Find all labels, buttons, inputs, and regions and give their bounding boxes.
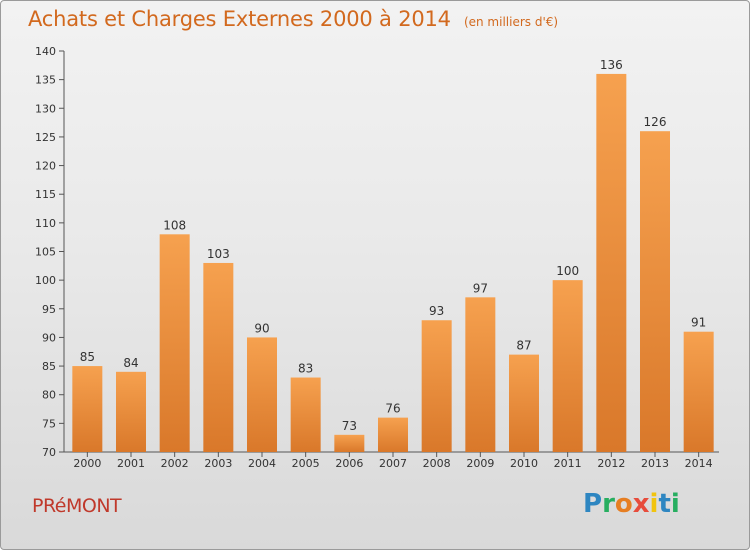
bar [683, 331, 714, 452]
bar [203, 262, 234, 452]
logo-letter: x [632, 489, 650, 519]
logo-letter: t [658, 489, 671, 519]
chart-title: Achats et Charges Externes 2000 à 2014 (… [28, 7, 558, 31]
x-tick-label: 2003 [204, 457, 232, 470]
x-tick-label: 2006 [335, 457, 363, 470]
bar [596, 73, 627, 453]
bar [640, 131, 670, 452]
bar [290, 377, 321, 452]
x-tick-label: 2013 [641, 457, 669, 470]
bar [552, 280, 583, 452]
bar [159, 234, 190, 452]
bar [378, 417, 408, 452]
y-tick-label: 135 [35, 74, 56, 87]
x-tick-label: 2010 [510, 457, 538, 470]
data-label: 84 [123, 356, 138, 370]
data-label: 93 [429, 304, 444, 318]
bar [116, 371, 146, 452]
data-label: 126 [644, 115, 667, 129]
logo-letter: i [670, 489, 680, 519]
logo-letter: r [602, 489, 615, 519]
data-label: 87 [516, 339, 531, 353]
x-tick-label: 2001 [117, 457, 145, 470]
y-tick-label: 90 [42, 331, 56, 344]
data-label: 97 [473, 281, 488, 295]
y-tick-label: 140 [35, 45, 56, 58]
bar [334, 434, 365, 452]
logo-letter: P [583, 489, 603, 519]
x-tick-label: 2000 [73, 457, 101, 470]
chart-unit: (en milliers d'€) [463, 15, 559, 29]
data-label: 83 [298, 362, 313, 376]
y-tick-label: 125 [35, 131, 56, 144]
y-tick-label: 115 [35, 188, 56, 201]
y-tick-label: 130 [35, 102, 56, 115]
logo-letter: o [614, 489, 633, 519]
chart-title-text: Achats et Charges Externes 2000 à 2014 [28, 7, 451, 31]
y-tick-label: 105 [35, 246, 56, 259]
data-label: 108 [163, 218, 186, 232]
y-tick-label: 70 [42, 446, 56, 459]
data-label: 73 [342, 419, 357, 433]
logo-letter: i [649, 489, 659, 519]
x-tick-label: 2011 [554, 457, 582, 470]
y-tick-label: 110 [35, 217, 56, 230]
x-tick-label: 2005 [292, 457, 320, 470]
bar [421, 320, 452, 452]
y-tick-label: 120 [35, 160, 56, 173]
data-label: 103 [207, 247, 230, 261]
y-tick-label: 95 [42, 303, 56, 316]
x-tick-label: 2014 [685, 457, 713, 470]
x-tick-label: 2008 [423, 457, 451, 470]
x-tick-label: 2007 [379, 457, 407, 470]
bar [509, 354, 539, 452]
x-tick-label: 2012 [597, 457, 625, 470]
data-label: 76 [385, 402, 400, 416]
data-label: 91 [691, 316, 706, 330]
bar [465, 297, 496, 452]
y-tick-label: 80 [42, 389, 56, 402]
data-label: 85 [80, 350, 95, 364]
proxiti-logo: Proxiti [583, 489, 680, 519]
x-tick-label: 2004 [248, 457, 276, 470]
commune-name: PRéMONT [32, 495, 122, 517]
y-tick-label: 75 [42, 417, 56, 430]
bar [72, 366, 103, 452]
y-tick-label: 85 [42, 360, 56, 373]
data-label: 100 [556, 264, 579, 278]
y-tick-label: 100 [35, 274, 56, 287]
x-tick-label: 2009 [466, 457, 494, 470]
x-tick-label: 2002 [161, 457, 189, 470]
data-label: 90 [254, 321, 269, 335]
data-label: 136 [600, 58, 623, 72]
bar [247, 337, 277, 452]
